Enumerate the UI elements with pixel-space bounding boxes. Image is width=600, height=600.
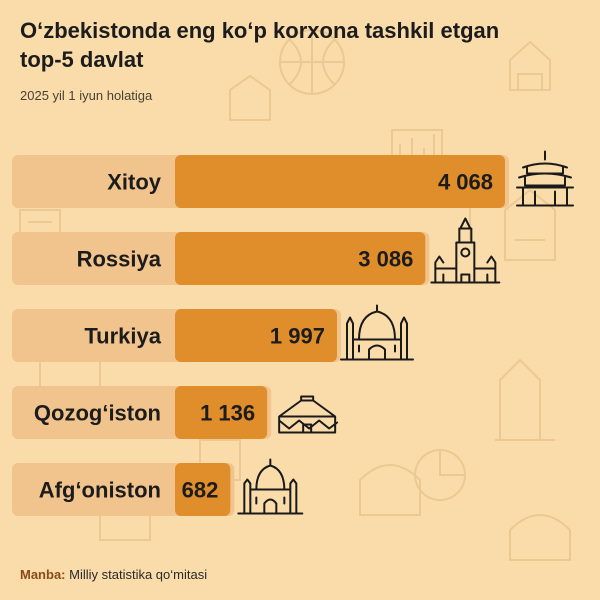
value-label-qozog-iston: 1 136 — [200, 401, 255, 426]
bar-afg-oniston — [175, 463, 231, 516]
bar-xitoy — [175, 155, 505, 208]
kremlin-tower-icon — [430, 217, 501, 284]
chart-subtitle: 2025 yil 1 iyun holatiga — [20, 88, 153, 103]
category-label-xitoy: Xitoy — [107, 170, 162, 195]
pagoda-icon — [516, 150, 574, 207]
category-label-afg-oniston: Afg‘oniston — [39, 478, 161, 503]
yurt-icon — [278, 395, 339, 434]
chart-title: O‘zbekistonda eng ko‘p korxona tashkil e… — [20, 18, 500, 72]
value-label-xitoy: 4 068 — [438, 170, 493, 195]
value-label-afg-oniston: 682 — [182, 478, 219, 503]
category-label-qozog-iston: Qozog‘iston — [34, 401, 161, 426]
value-label-rossiya: 3 086 — [358, 247, 413, 272]
source-label: Manba: — [20, 567, 66, 582]
bar-rossiya — [175, 232, 426, 285]
bar-turkiya — [175, 309, 337, 362]
value-label-turkiya: 1 997 — [270, 324, 325, 349]
mausoleum-icon — [237, 458, 304, 515]
source-text: Milliy statistika qo‘mitasi — [69, 567, 208, 582]
category-label-rossiya: Rossiya — [77, 247, 162, 272]
bar-qozog-iston — [175, 386, 268, 439]
mosque-icon — [339, 304, 414, 361]
source-note: Manba: Milliy statistika qo‘mitasi — [20, 567, 207, 582]
category-label-turkiya: Turkiya — [84, 324, 161, 349]
